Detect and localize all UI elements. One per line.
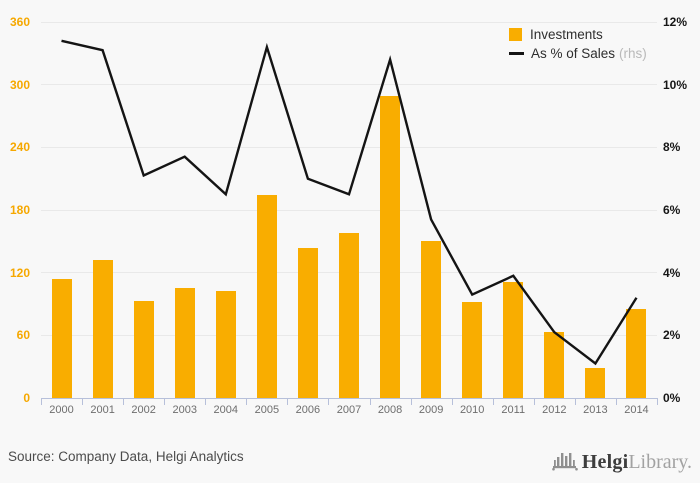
x-axis-tick (410, 399, 412, 405)
x-axis-tick (164, 399, 166, 405)
x-axis-tick (287, 399, 289, 405)
x-axis-tick (615, 399, 617, 405)
x-axis-tick (574, 399, 576, 405)
left-axis-label: 300 (9, 77, 30, 92)
x-axis-tick (369, 399, 371, 405)
right-axis-label: 4% (663, 265, 681, 280)
gridline (41, 209, 657, 211)
x-axis-tick (123, 399, 125, 405)
x-label-2002: 2002 (131, 404, 156, 416)
x-axis-tick (492, 399, 494, 405)
legend-item-investments[interactable]: Investments (509, 25, 647, 44)
x-label-2008: 2008 (377, 404, 403, 416)
right-axis-label: 6% (663, 203, 681, 217)
left-axis-label: 180 (9, 203, 30, 217)
x-axis-tick (328, 399, 330, 405)
left-axis-label: 240 (9, 140, 30, 155)
x-label-2010: 2010 (459, 404, 485, 416)
legend-rhs-suffix: (rhs) (619, 46, 647, 61)
gridline (41, 21, 657, 23)
x-label-2014: 2014 (624, 404, 649, 416)
right-axis-label: 12% (663, 15, 688, 29)
bar-2014[interactable] (626, 309, 647, 398)
bar-2006[interactable] (297, 247, 318, 398)
x-axis-tick (205, 399, 207, 405)
right-axis-label: 0% (663, 391, 681, 405)
x-label-2012: 2012 (542, 404, 567, 416)
legend-sales-label: As % of Sales (531, 46, 616, 61)
brand-helgi: Helgi (581, 451, 629, 473)
x-label-2011: 2011 (501, 404, 526, 416)
x-label-2004: 2004 (213, 404, 239, 416)
bar-2013[interactable] (585, 367, 606, 398)
x-axis-tick (82, 399, 84, 405)
helgi-logo-icon (551, 453, 578, 471)
x-axis-tick (451, 399, 453, 405)
x-axis-tick (657, 399, 658, 405)
x-label-2007: 2007 (336, 404, 362, 416)
bar-2012[interactable] (544, 332, 565, 398)
x-label-2001: 2001 (90, 404, 115, 416)
legend: Investments As % of Sales (rhs) (509, 25, 647, 63)
bar-2008[interactable] (380, 96, 401, 398)
right-axis-label: 10% (663, 77, 688, 92)
source-text: Source: Company Data, Helgi Analytics (8, 449, 244, 464)
left-axis-label: 120 (9, 265, 30, 280)
bar-2005[interactable] (256, 195, 277, 398)
bar-2007[interactable] (339, 232, 359, 398)
gridline (41, 146, 657, 148)
bar-2010[interactable] (462, 301, 483, 398)
x-axis-tick (533, 399, 535, 405)
bar-2002[interactable] (133, 300, 154, 398)
bar-2000[interactable] (51, 278, 72, 398)
x-label-2000: 2000 (49, 404, 74, 416)
x-axis-line (41, 398, 658, 399)
bar-2001[interactable] (92, 260, 113, 398)
legend-item-sales[interactable]: As % of Sales (rhs) (509, 44, 647, 63)
gridline (41, 84, 657, 86)
x-label-2006: 2006 (295, 404, 321, 416)
left-axis-label: 0 (23, 391, 30, 405)
helgi-library-logo[interactable]: Helgi Library. (551, 446, 692, 474)
legend-investments-label: Investments (530, 27, 603, 42)
x-label-2009: 2009 (418, 404, 444, 416)
x-label-2005: 2005 (254, 404, 280, 416)
brand-library: Library. (628, 451, 692, 473)
left-axis-label: 360 (9, 15, 30, 29)
bar-2009[interactable] (421, 241, 442, 398)
left-axis-label: 60 (16, 328, 30, 343)
right-axis-label: 8% (663, 140, 681, 155)
x-axis-tick (246, 399, 248, 405)
bar-2003[interactable] (174, 288, 195, 398)
bar-2004[interactable] (215, 291, 236, 398)
x-label-2003: 2003 (172, 404, 197, 416)
x-axis-tick (41, 399, 42, 405)
x-label-2013: 2013 (583, 404, 608, 416)
right-axis-label: 2% (663, 328, 681, 343)
investments-swatch-icon (509, 28, 522, 41)
bar-2011[interactable] (503, 282, 524, 398)
sales-line-swatch-icon (509, 52, 524, 55)
